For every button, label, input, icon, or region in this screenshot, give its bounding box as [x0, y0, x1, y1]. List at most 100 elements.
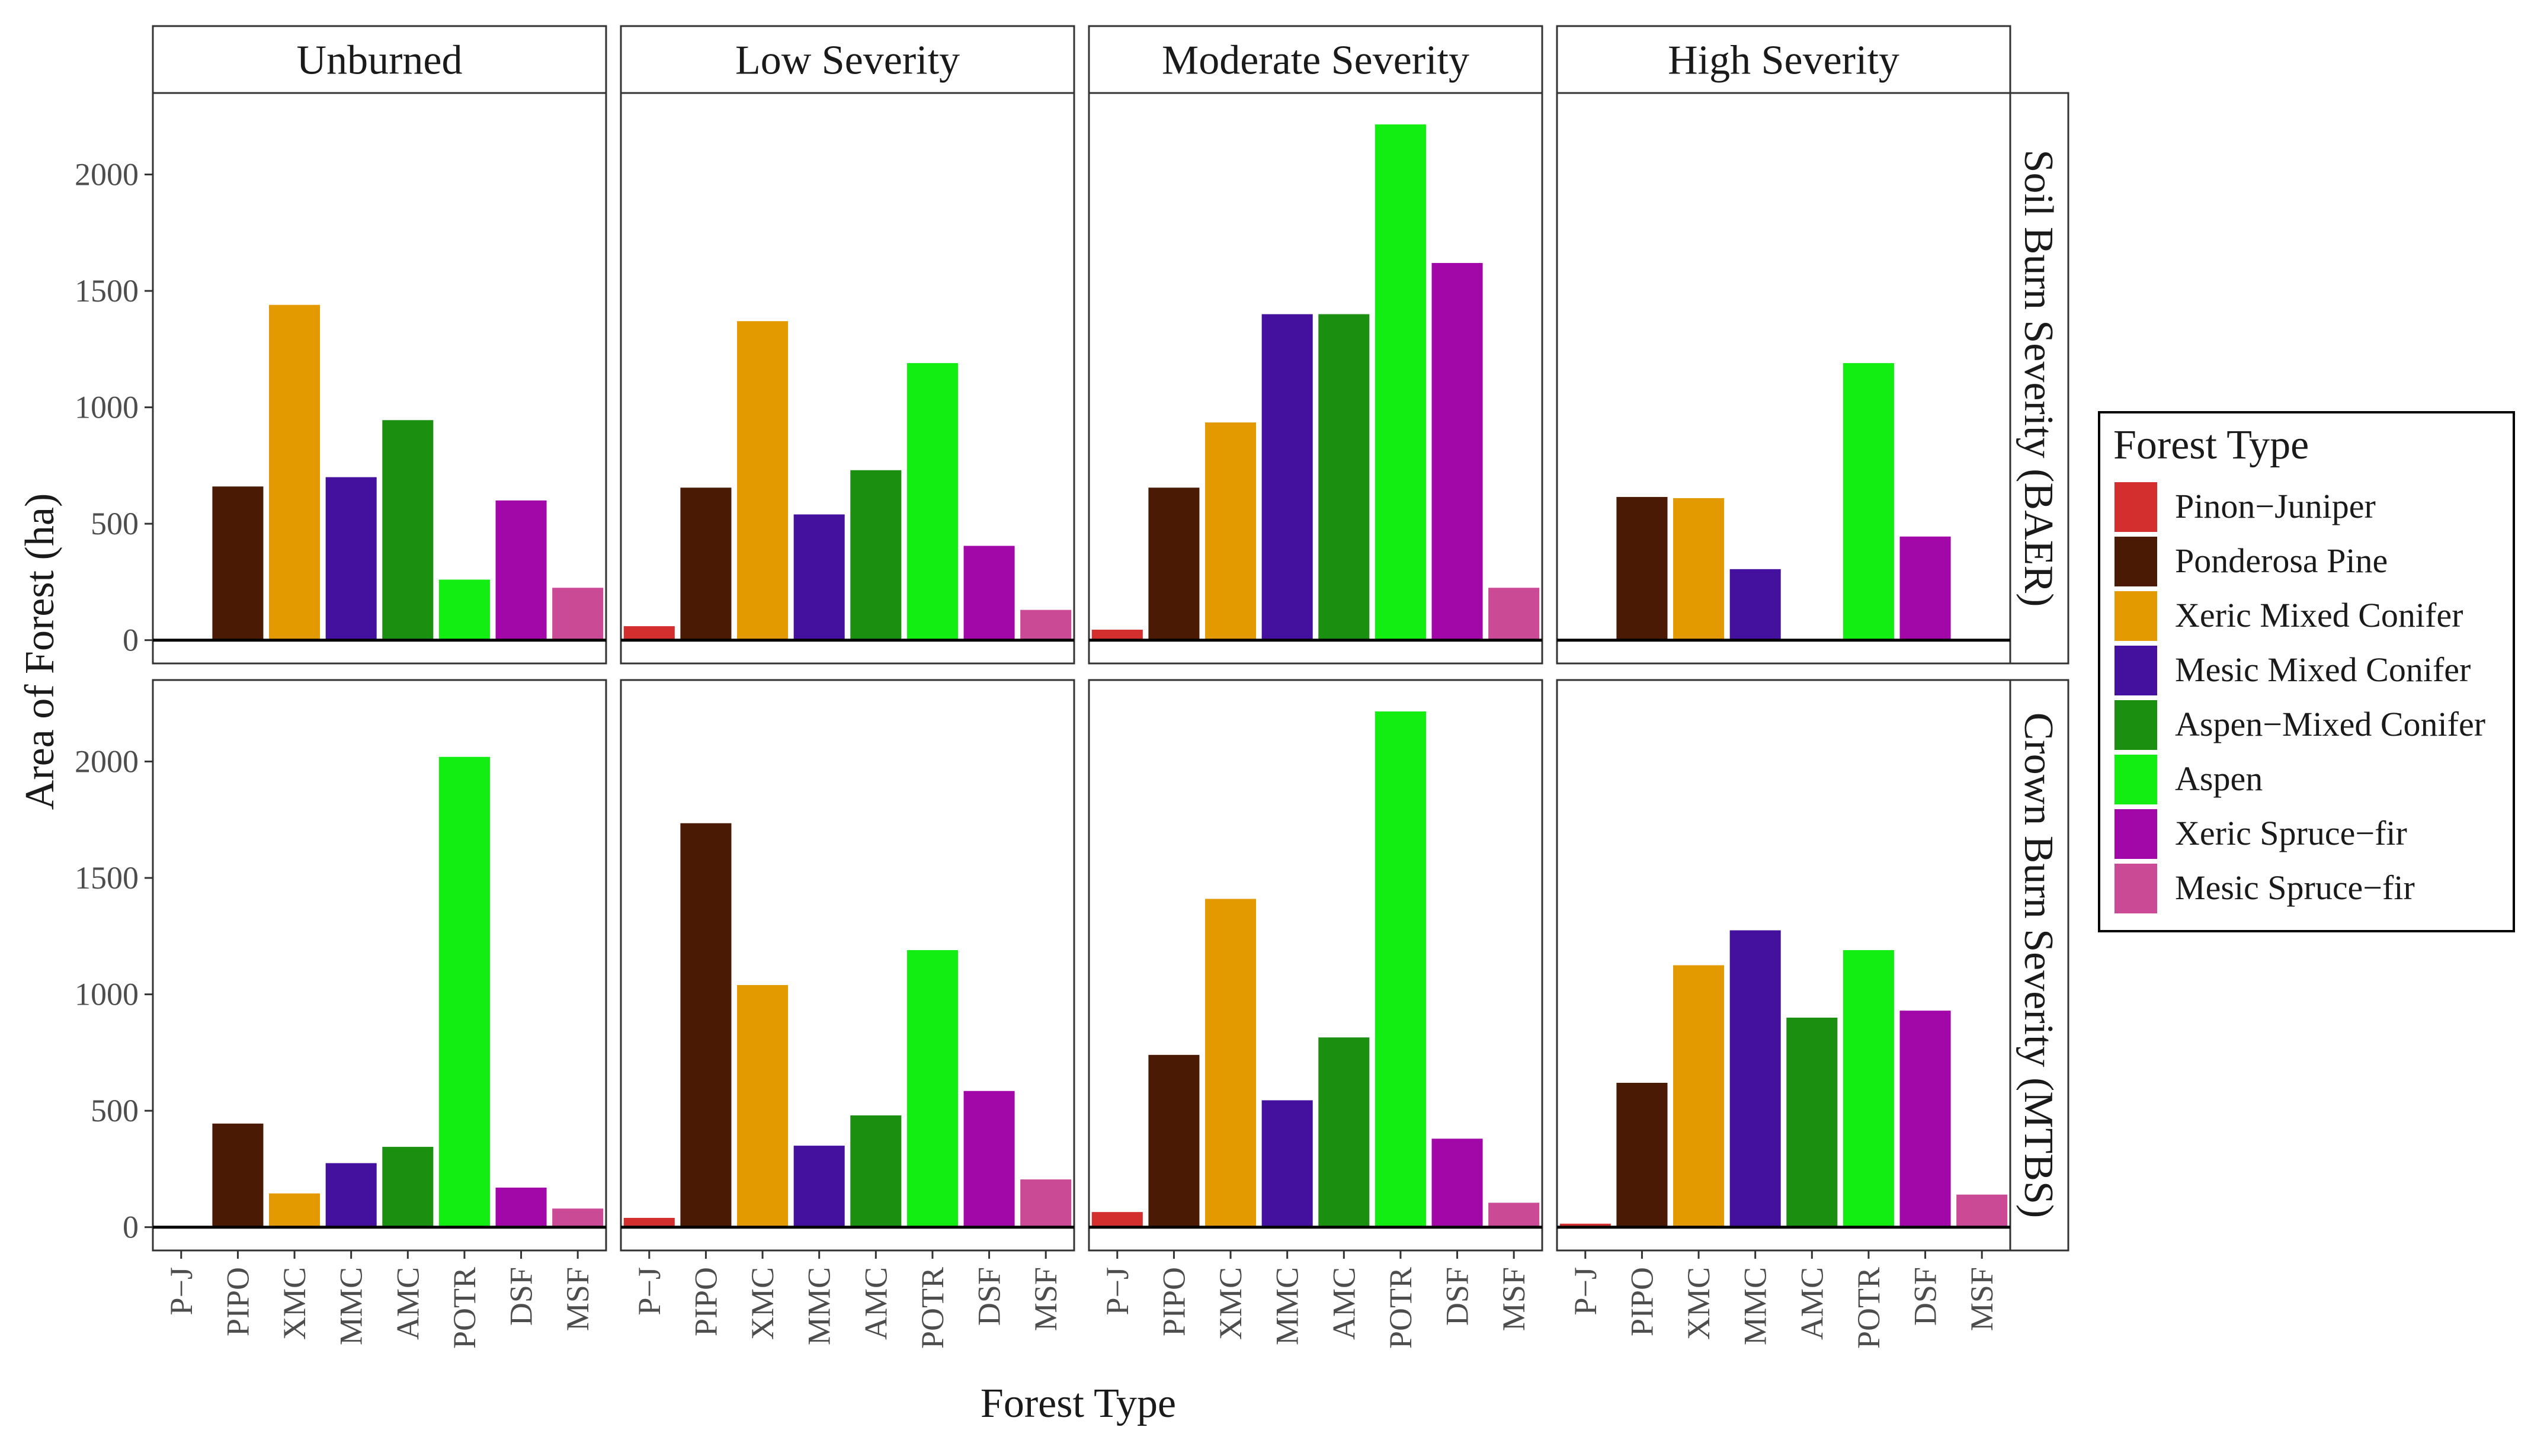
bar-baer-low-severity-amc	[850, 470, 902, 640]
bar-baer-low-severity-mmc	[793, 514, 845, 640]
legend-swatch-xeric-spruce-fir	[2114, 809, 2157, 859]
bar-baer-low-severity-xmc	[737, 321, 789, 640]
x-axis-title: Forest Type	[981, 1381, 1176, 1426]
legend-swatch-pinon-juniper	[2114, 482, 2157, 532]
legend-label-aspen: Aspen	[2175, 759, 2263, 798]
facet-strip-low-severity	[620, 25, 1075, 94]
bar-mtbs-moderate-severity-potr	[1375, 711, 1426, 1227]
x-tick-label-low-severity-xmc: XMC	[745, 1267, 780, 1340]
bar-baer-moderate-severity-xmc	[1205, 422, 1257, 640]
bar-baer-moderate-severity-pipo	[1148, 488, 1200, 640]
x-tick-label-moderate-severity-pipo: PIPO	[1156, 1267, 1191, 1336]
bar-baer-low-severity-pipo	[680, 488, 732, 640]
bar-mtbs-moderate-severity-amc	[1318, 1037, 1370, 1227]
x-tick-label-moderate-severity-msf: MSF	[1496, 1267, 1532, 1331]
bar-mtbs-high-severity-p-j	[1559, 1223, 1611, 1227]
facet-strip-soil-burn-severity-baer	[2009, 92, 2069, 665]
bar-baer-high-severity-dsf	[1899, 536, 1951, 640]
x-tick-label-unburned-p-j: P−J	[164, 1267, 199, 1316]
x-tick-label-low-severity-dsf: DSF	[972, 1267, 1007, 1326]
bar-baer-unburned-amc	[382, 420, 434, 640]
bar-baer-low-severity-dsf	[963, 546, 1015, 640]
bar-mtbs-unburned-pipo	[212, 1123, 264, 1227]
bar-mtbs-high-severity-mmc	[1729, 930, 1781, 1227]
x-tick-label-moderate-severity-amc: AMC	[1326, 1267, 1361, 1340]
bar-baer-unburned-pipo	[212, 486, 264, 640]
bar-baer-low-severity-p-j	[623, 626, 675, 640]
bar-baer-moderate-severity-mmc	[1261, 314, 1313, 640]
x-tick-label-high-severity-msf: MSF	[1964, 1267, 2000, 1331]
legend-swatch-mesic-spruce-fir	[2114, 864, 2157, 913]
bar-mtbs-moderate-severity-mmc	[1261, 1100, 1313, 1227]
bar-baer-unburned-dsf	[495, 500, 547, 640]
x-tick-label-unburned-dsf: DSF	[504, 1267, 539, 1326]
legend-label-xeric-spruce-fir: Xeric Spruce−fir	[2175, 814, 2407, 852]
x-tick-label-unburned-xmc: XMC	[277, 1267, 312, 1340]
bar-mtbs-high-severity-xmc	[1673, 965, 1725, 1227]
y-tick-label-mtbs-500: 500	[91, 1093, 139, 1128]
legend-swatch-ponderosa-pine	[2114, 537, 2157, 586]
bar-baer-moderate-severity-potr	[1375, 124, 1426, 640]
x-tick-label-moderate-severity-dsf: DSF	[1440, 1267, 1475, 1326]
x-tick-label-unburned-pipo: PIPO	[220, 1267, 255, 1336]
bar-baer-unburned-xmc	[269, 304, 321, 640]
y-tick-label-baer-500: 500	[91, 506, 139, 541]
y-tick-label-baer-2000: 2000	[75, 157, 139, 193]
bar-baer-low-severity-msf	[1020, 610, 1072, 640]
bar-mtbs-unburned-amc	[382, 1147, 434, 1227]
x-tick-label-high-severity-p-j: P−J	[1568, 1267, 1603, 1316]
x-tick-label-low-severity-msf: MSF	[1028, 1267, 1063, 1331]
bar-baer-moderate-severity-dsf	[1431, 262, 1483, 640]
facet-strip-label-moderate-severity: Moderate Severity	[1162, 38, 1469, 84]
x-tick-label-moderate-severity-p-j: P−J	[1100, 1267, 1135, 1316]
bar-mtbs-unburned-xmc	[269, 1193, 321, 1227]
x-tick-label-high-severity-xmc: XMC	[1681, 1267, 1716, 1340]
legend-label-aspen-mixed-conifer: Aspen−Mixed Conifer	[2175, 705, 2485, 743]
x-tick-label-high-severity-amc: AMC	[1794, 1267, 1830, 1340]
y-tick-label-mtbs-1000: 1000	[75, 977, 139, 1012]
bar-mtbs-unburned-msf	[552, 1208, 604, 1227]
bar-mtbs-low-severity-msf	[1020, 1179, 1072, 1227]
bar-mtbs-high-severity-dsf	[1899, 1011, 1951, 1227]
legend-title: Forest Type	[2113, 422, 2309, 468]
legend-swatch-aspen-mixed-conifer	[2114, 700, 2157, 750]
facet-strip-high-severity	[1556, 25, 2011, 94]
bar-baer-unburned-mmc	[325, 477, 377, 640]
y-tick-label-baer-1500: 1500	[75, 273, 139, 309]
y-axis-title: Area of Forest (ha)	[17, 493, 63, 810]
bar-mtbs-low-severity-amc	[850, 1115, 902, 1227]
bar-mtbs-high-severity-msf	[1956, 1194, 2008, 1227]
legend-swatch-xeric-mixed-conifer	[2114, 591, 2157, 641]
bar-mtbs-low-severity-xmc	[737, 984, 789, 1227]
facet-strip-label-high-severity: High Severity	[1668, 38, 1899, 84]
bar-mtbs-high-severity-potr	[1843, 950, 1894, 1227]
x-tick-label-low-severity-mmc: MMC	[802, 1267, 837, 1345]
facet-strip-label-crown-burn-severity-mtbs: Crown Burn Severity (MTBS)	[2016, 713, 2061, 1218]
x-tick-label-high-severity-pipo: PIPO	[1624, 1267, 1659, 1336]
bar-mtbs-high-severity-pipo	[1616, 1082, 1668, 1227]
y-tick-label-baer-1000: 1000	[75, 390, 139, 425]
x-tick-label-moderate-severity-potr: POTR	[1383, 1267, 1418, 1349]
x-tick-label-unburned-msf: MSF	[560, 1267, 595, 1331]
bar-baer-unburned-msf	[552, 588, 604, 640]
x-tick-label-low-severity-amc: AMC	[858, 1267, 893, 1340]
x-tick-label-low-severity-p-j: P−J	[632, 1267, 667, 1316]
bar-baer-high-severity-potr	[1843, 363, 1894, 640]
bar-mtbs-unburned-potr	[438, 756, 490, 1227]
facet-strip-label-unburned: Unburned	[297, 38, 463, 84]
x-tick-label-high-severity-potr: POTR	[1851, 1267, 1886, 1349]
x-tick-label-high-severity-dsf: DSF	[1908, 1267, 1943, 1326]
bar-mtbs-moderate-severity-pipo	[1148, 1054, 1200, 1227]
y-tick-label-baer-0: 0	[123, 623, 139, 658]
bar-baer-high-severity-xmc	[1673, 498, 1725, 640]
x-tick-label-low-severity-potr: POTR	[915, 1267, 950, 1349]
bar-baer-unburned-potr	[438, 579, 490, 640]
legend-box	[2098, 411, 2515, 932]
bar-mtbs-unburned-dsf	[495, 1187, 547, 1227]
x-tick-label-moderate-severity-mmc: MMC	[1270, 1267, 1305, 1345]
legend-swatch-mesic-mixed-conifer	[2114, 646, 2157, 695]
bar-baer-moderate-severity-amc	[1318, 314, 1370, 640]
x-tick-label-low-severity-pipo: PIPO	[688, 1267, 723, 1336]
